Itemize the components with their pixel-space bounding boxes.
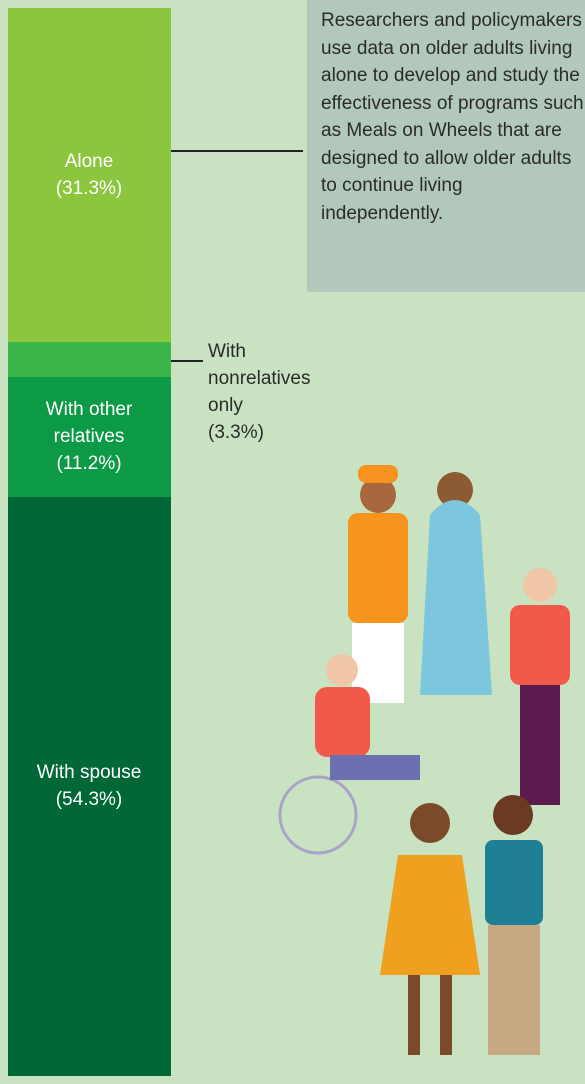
segment-label: With nonrelatives only(3.3%) <box>208 338 348 446</box>
value-label: (31.3%) <box>14 175 164 202</box>
category-label: Alone <box>14 148 164 175</box>
segment-label: With spouse(54.3%) <box>14 759 164 813</box>
connector-line <box>171 360 203 362</box>
bar-segment <box>8 342 171 377</box>
segment-label: With other relatives(11.2%) <box>14 396 164 477</box>
category-label: With other relatives <box>14 396 164 450</box>
illustration <box>270 455 585 1084</box>
person <box>510 568 570 805</box>
value-label: (3.3%) <box>208 419 348 446</box>
connector-line <box>171 150 303 152</box>
category-label: With spouse <box>14 759 164 786</box>
segment-label: Alone(31.3%) <box>14 148 164 202</box>
chart: Researchers and policymakers use data on… <box>0 0 585 1084</box>
person <box>420 472 492 695</box>
value-label: (54.3%) <box>14 786 164 813</box>
value-label: (11.2%) <box>14 450 164 477</box>
person <box>380 803 480 1055</box>
category-label: With nonrelatives only <box>208 338 348 419</box>
annotation: Researchers and policymakers use data on… <box>307 0 585 292</box>
person <box>485 795 543 1055</box>
